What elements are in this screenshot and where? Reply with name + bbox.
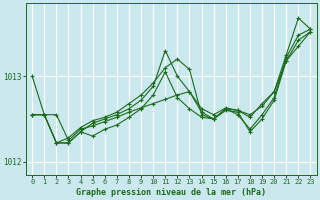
X-axis label: Graphe pression niveau de la mer (hPa): Graphe pression niveau de la mer (hPa) xyxy=(76,188,266,197)
